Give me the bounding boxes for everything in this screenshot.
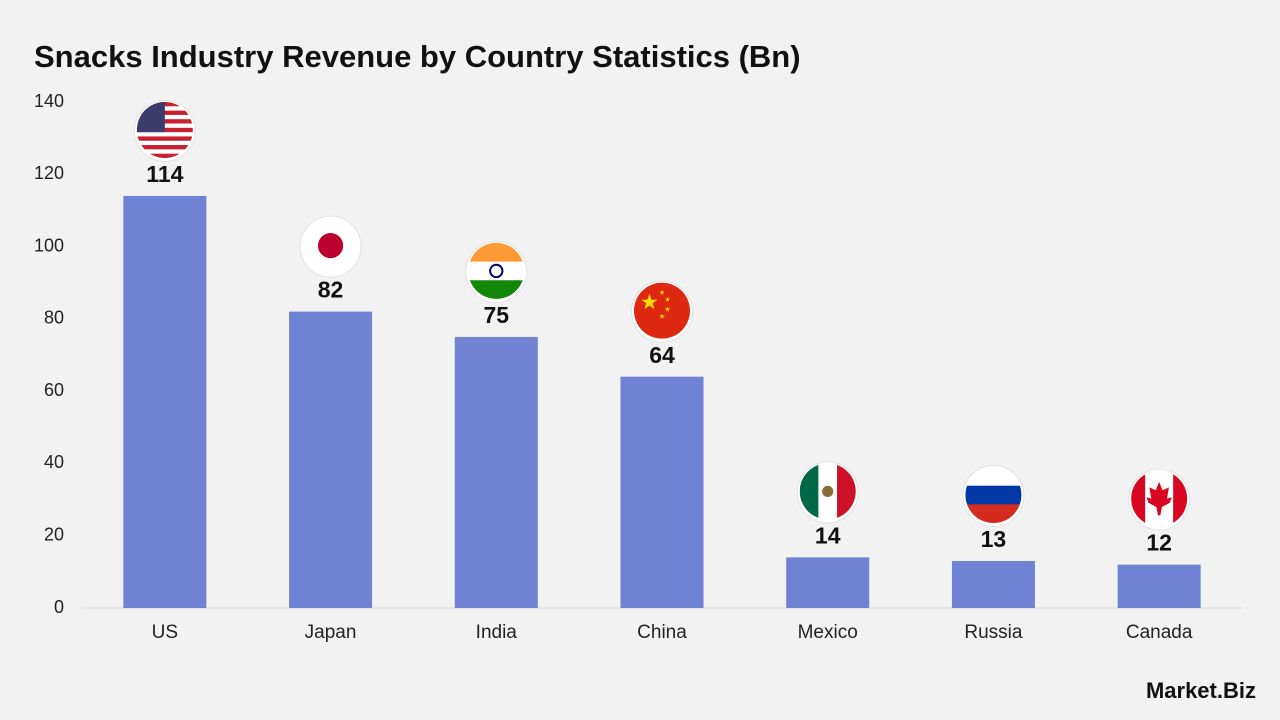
flag-part	[317, 233, 344, 259]
flag-part	[136, 132, 193, 137]
flag-part	[664, 296, 671, 302]
y-tick-label: 60	[44, 380, 64, 400]
flag-icon	[136, 101, 193, 158]
bar	[620, 376, 704, 608]
flag-part	[965, 467, 1022, 487]
y-tick-label: 80	[44, 308, 64, 328]
bar	[1117, 564, 1201, 608]
flag-icon	[799, 463, 856, 520]
flag-part	[136, 153, 193, 158]
flag-icon	[965, 467, 1022, 524]
flag-part	[489, 263, 504, 279]
flag-part	[136, 140, 193, 146]
y-tick-label: 100	[34, 235, 64, 255]
value-label: 114	[146, 161, 183, 187]
y-tick-label: 40	[44, 452, 64, 472]
x-tick-label: US	[152, 622, 178, 643]
flag-part	[822, 485, 834, 497]
flag-part	[837, 463, 856, 520]
x-tick-label: India	[476, 622, 518, 643]
value-label: 13	[981, 526, 1007, 552]
flag-part	[136, 145, 193, 150]
flag-part	[664, 306, 671, 312]
flag-part	[799, 463, 819, 520]
flag-icon	[468, 242, 525, 299]
value-label: 82	[318, 277, 344, 303]
flag-part	[468, 261, 525, 281]
flag-part	[659, 289, 665, 295]
flag-icon	[634, 282, 690, 339]
flag-part	[965, 485, 1022, 505]
flag-part	[136, 136, 193, 142]
bar	[786, 557, 870, 608]
flag-part	[468, 280, 525, 299]
bar	[951, 561, 1035, 608]
y-tick-label: 140	[34, 91, 64, 111]
flag-icon	[302, 217, 359, 274]
value-label: 75	[483, 302, 509, 328]
flag-part	[965, 504, 1022, 524]
x-tick-label: Mexico	[798, 622, 858, 643]
y-tick-label: 120	[34, 163, 64, 183]
flag-part	[136, 149, 193, 155]
flag-part	[468, 242, 525, 263]
value-label: 14	[815, 522, 841, 548]
bar	[454, 336, 538, 608]
x-tick-label: China	[637, 622, 687, 643]
x-tick-label: Russia	[964, 622, 1023, 643]
flag-part	[1146, 481, 1172, 516]
flag-part	[659, 313, 665, 319]
x-tick-label: Canada	[1126, 622, 1193, 643]
chart-title: Snacks Industry Revenue by Country Stati…	[34, 39, 801, 74]
flag-part	[641, 293, 658, 310]
logo: Market.Biz	[1146, 678, 1256, 703]
bar	[123, 195, 207, 608]
y-tick-label: 20	[44, 524, 64, 544]
value-label: 64	[649, 342, 675, 368]
y-tick-label: 0	[54, 597, 64, 617]
bar	[289, 311, 373, 608]
value-label: 12	[1146, 530, 1172, 556]
x-tick-label: Japan	[305, 622, 357, 643]
